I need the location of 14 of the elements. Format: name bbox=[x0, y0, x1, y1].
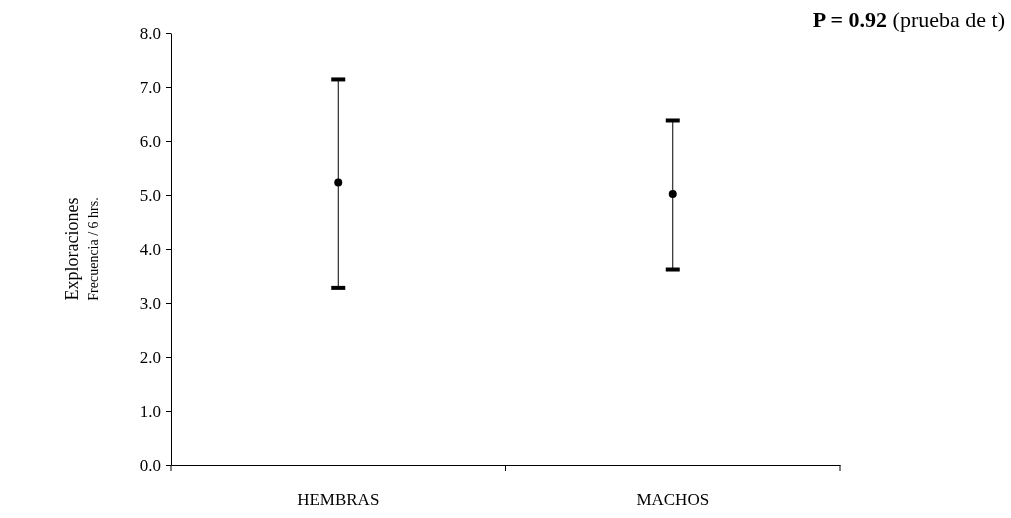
y-tick-label: 0.0 bbox=[139, 455, 161, 475]
y-tick-label: 1.0 bbox=[139, 401, 161, 421]
y-tick-label: 2.0 bbox=[139, 347, 161, 367]
y-tick-label: 6.0 bbox=[139, 131, 161, 151]
y-axis-title: Exploraciones Frecuencia / 6 hrs. bbox=[62, 197, 101, 301]
text: (prueba de t) bbox=[887, 7, 1005, 32]
x-tick-label: MACHOS bbox=[636, 490, 710, 510]
text: P = 0.92 bbox=[812, 7, 888, 32]
y-tick-label: 8.0 bbox=[139, 23, 161, 43]
y-tick-label: 3.0 bbox=[139, 293, 161, 313]
x-tick-label: HEMBRAS bbox=[297, 490, 380, 510]
y-tick-label: 7.0 bbox=[139, 77, 161, 97]
y-tick-label: 4.0 bbox=[139, 239, 161, 259]
y-tick-label: 5.0 bbox=[139, 185, 161, 205]
